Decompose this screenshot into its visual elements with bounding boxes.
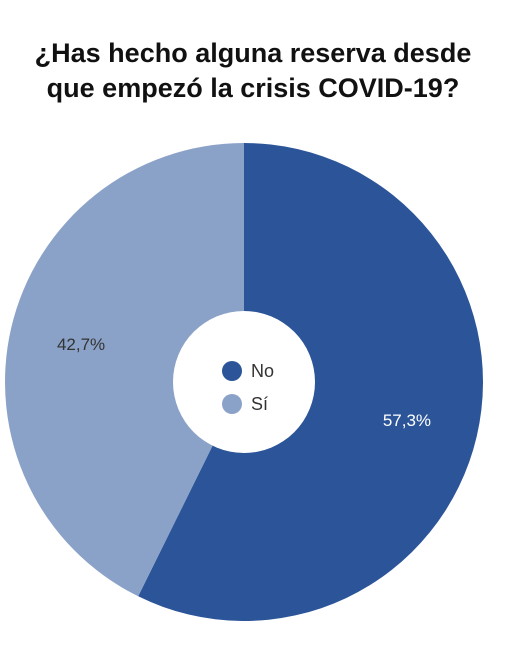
legend-swatch <box>222 394 242 414</box>
pie-slice-si <box>5 143 245 597</box>
legend-label: Sí <box>251 394 268 414</box>
donut-hole <box>173 311 315 453</box>
slice-labels: 57,3% 42,7% <box>57 335 431 430</box>
slice-value-label: 57,3% <box>383 411 431 430</box>
chart-title: ¿Has hecho alguna reserva desde que empe… <box>0 36 506 106</box>
legend-label: No <box>251 361 274 381</box>
chart-title-line-1: ¿Has hecho alguna reserva desde <box>34 38 472 68</box>
legend: No Sí <box>222 361 274 414</box>
legend-swatch <box>222 361 242 381</box>
slice-value-label: 42,7% <box>57 335 105 354</box>
chart-title-line-2: que empezó la crisis COVID-19? <box>46 73 460 103</box>
